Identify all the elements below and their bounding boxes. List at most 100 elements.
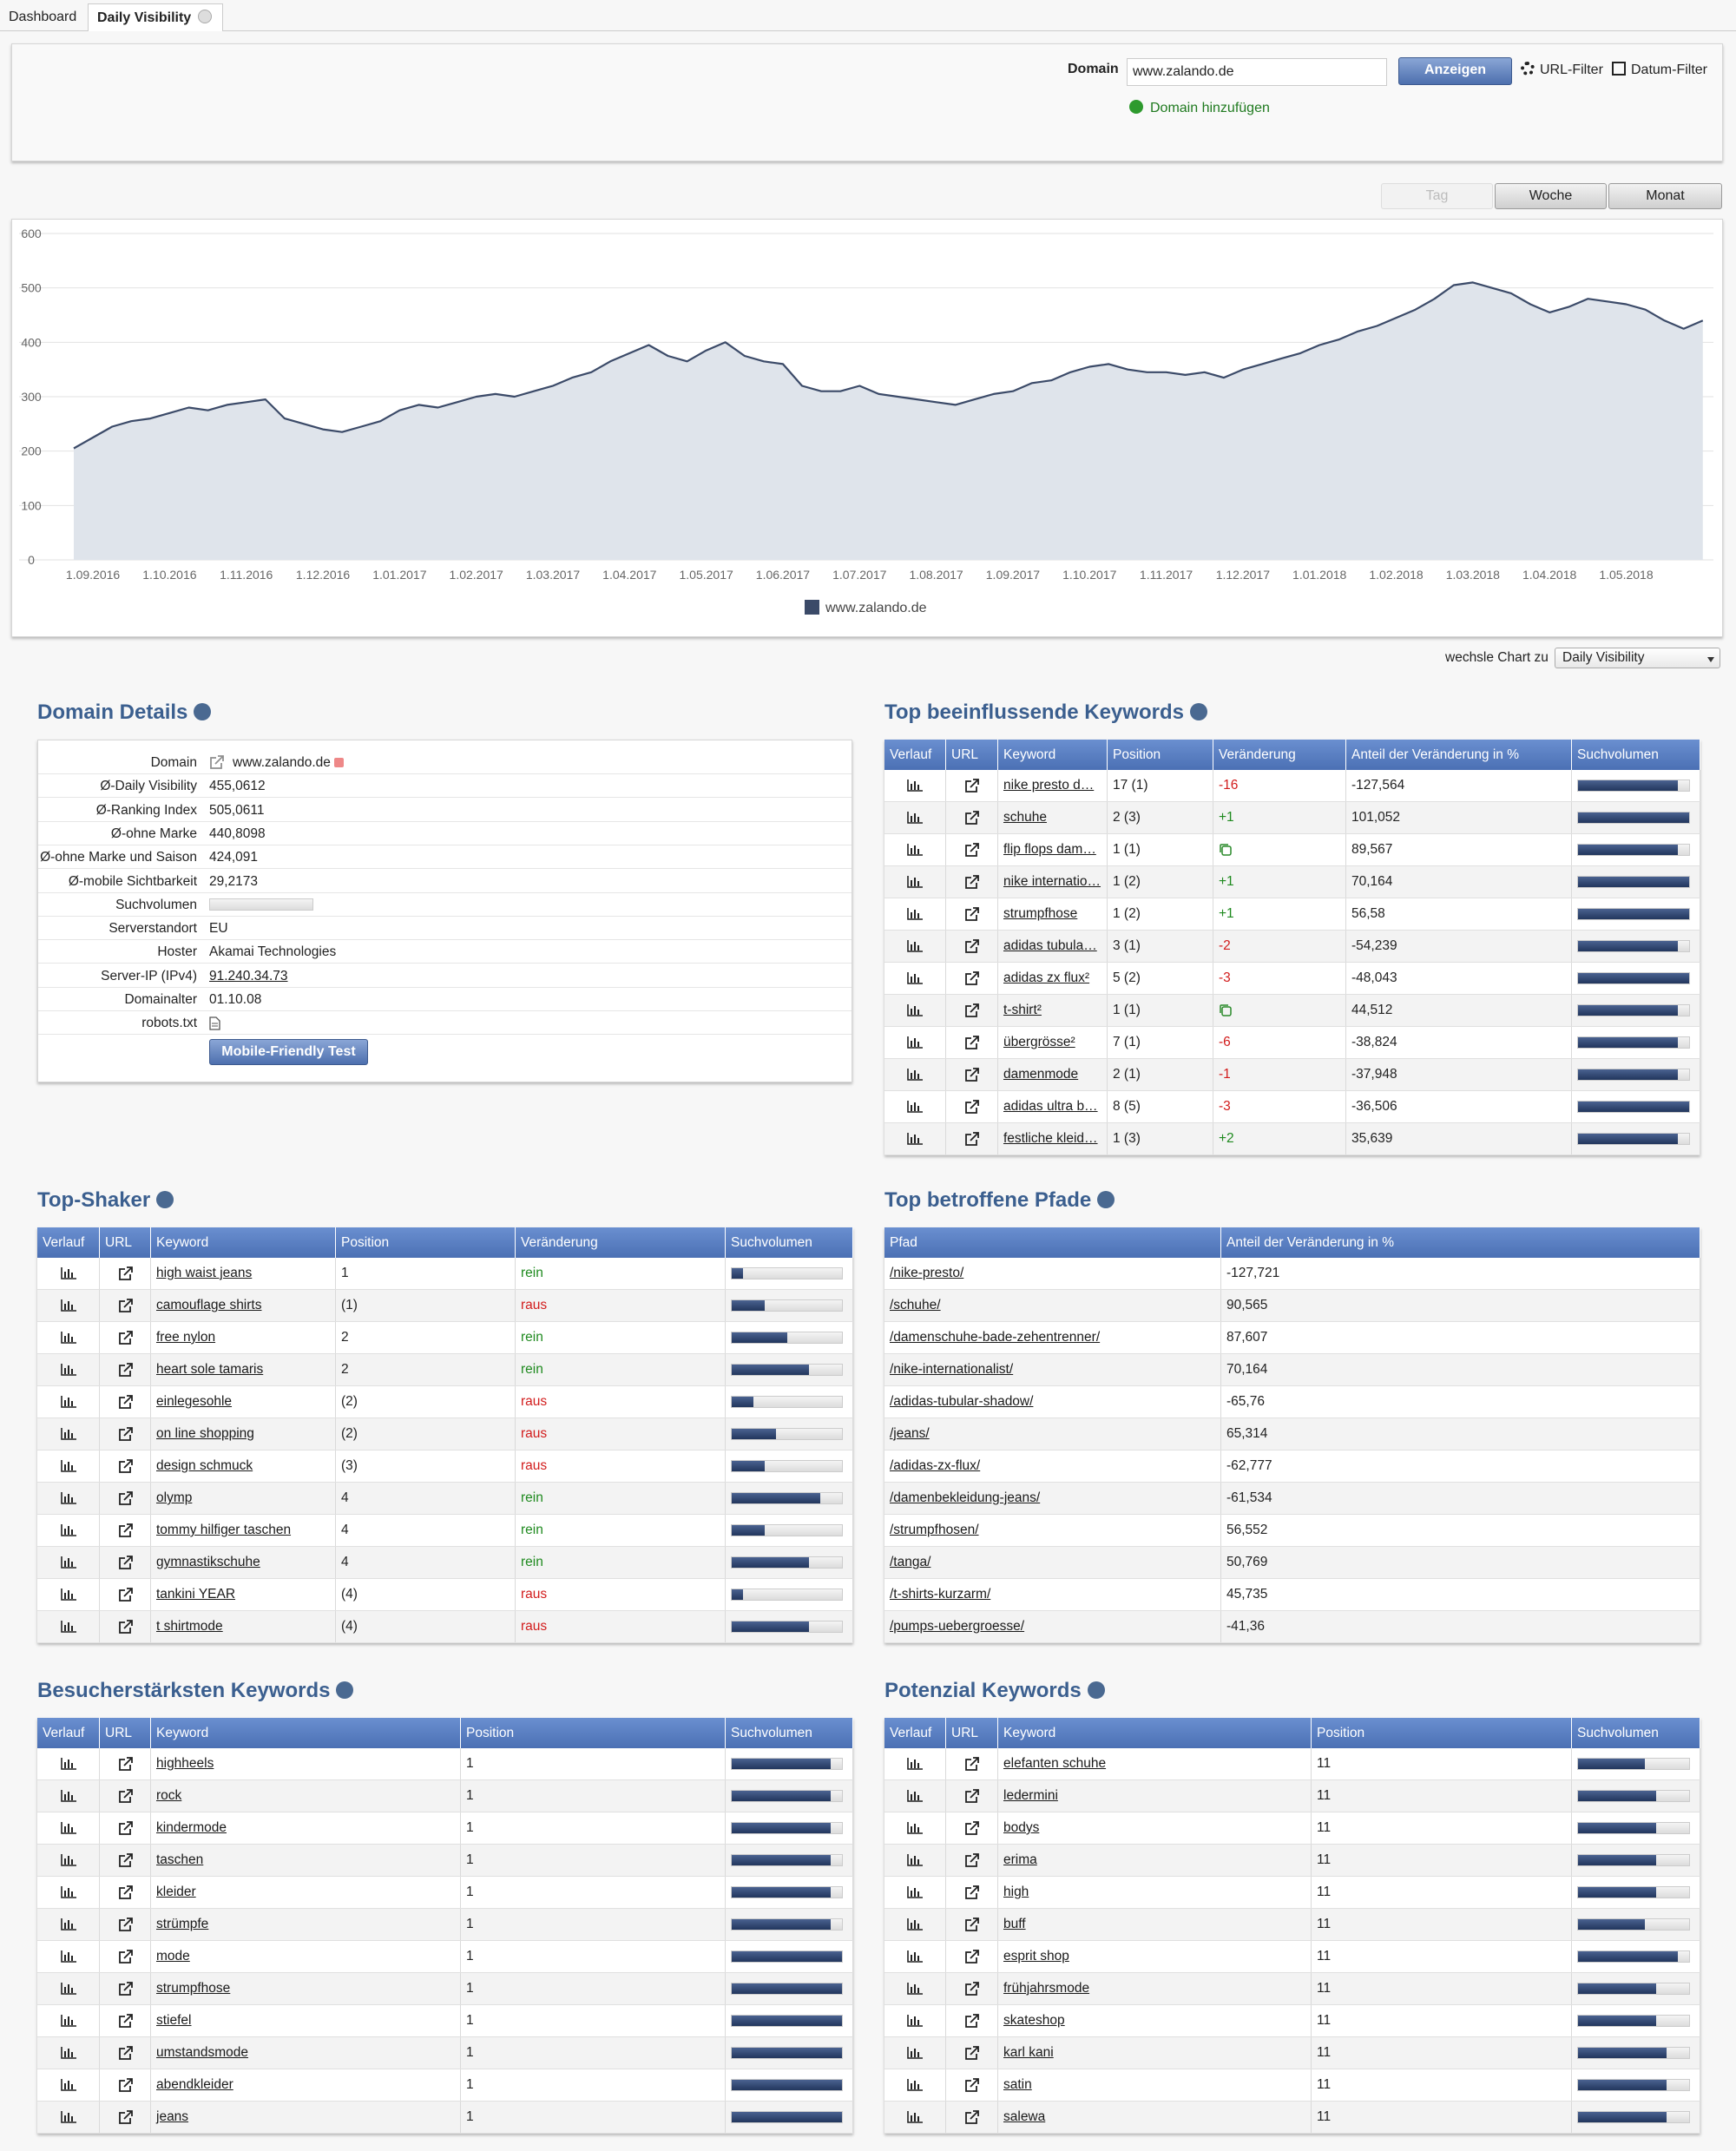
keyword-link[interactable]: rock: [156, 1788, 182, 1803]
keyword-link[interactable]: festliche kleid…: [1003, 1131, 1098, 1146]
period-button[interactable]: Woche: [1495, 183, 1607, 209]
external-link-icon[interactable]: [964, 1131, 979, 1147]
history-icon[interactable]: [60, 1758, 76, 1770]
external-link-icon[interactable]: [964, 906, 979, 922]
info-icon[interactable]: [1189, 703, 1207, 720]
external-link-icon[interactable]: [118, 1852, 133, 1868]
external-link-icon[interactable]: [118, 1619, 133, 1635]
external-link-icon[interactable]: [118, 1820, 133, 1836]
keyword-link[interactable]: /schuhe/: [890, 1298, 941, 1312]
keyword-link[interactable]: /strumpfhosen/: [890, 1523, 979, 1537]
history-icon[interactable]: [907, 779, 923, 792]
history-icon[interactable]: [60, 1589, 76, 1601]
history-icon[interactable]: [907, 1069, 923, 1081]
keyword-link[interactable]: flip flops dam…: [1003, 842, 1096, 857]
keyword-link[interactable]: heart sole tamaris: [156, 1362, 264, 1377]
history-icon[interactable]: [907, 1983, 923, 1995]
keyword-link[interactable]: highheels: [156, 1756, 214, 1771]
external-link-icon[interactable]: [964, 810, 979, 826]
keyword-link[interactable]: /damenbekleidung-jeans/: [890, 1490, 1041, 1505]
external-link-icon[interactable]: [118, 1490, 133, 1506]
external-link-icon[interactable]: [964, 1885, 979, 1900]
external-link-icon[interactable]: [964, 2109, 979, 2125]
keyword-link[interactable]: on line shopping: [156, 1426, 254, 1441]
keyword-link[interactable]: design schmuck: [156, 1458, 253, 1473]
history-icon[interactable]: [60, 1332, 76, 1344]
external-link-icon[interactable]: [118, 1523, 133, 1538]
keyword-link[interactable]: esprit shop: [1003, 1949, 1069, 1964]
keyword-link[interactable]: karl kani: [1003, 2045, 1054, 2060]
keyword-link[interactable]: salewa: [1003, 2109, 1046, 2124]
history-icon[interactable]: [907, 2015, 923, 2027]
external-link-icon[interactable]: [964, 778, 979, 793]
period-button[interactable]: Tag: [1381, 183, 1493, 209]
history-icon[interactable]: [60, 2079, 76, 2091]
external-link-icon[interactable]: [964, 1981, 979, 1996]
keyword-link[interactable]: umstandsmode: [156, 2045, 248, 2060]
info-icon[interactable]: [336, 1681, 354, 1699]
keyword-link[interactable]: /damenschuhe-bade-zehentrenner/: [890, 1330, 1101, 1345]
history-icon[interactable]: [907, 876, 923, 888]
history-icon[interactable]: [60, 1460, 76, 1472]
tab-active[interactable]: Daily Visibility: [88, 3, 223, 31]
keyword-link[interactable]: erima: [1003, 1852, 1037, 1867]
history-icon[interactable]: [907, 2111, 923, 2123]
keyword-link[interactable]: high: [1003, 1885, 1029, 1899]
tab[interactable]: Dashboard: [9, 10, 77, 24]
keyword-link[interactable]: adidas tubula…: [1003, 938, 1097, 953]
keyword-link[interactable]: bodys: [1003, 1820, 1040, 1835]
history-icon[interactable]: [60, 1492, 76, 1504]
keyword-link[interactable]: strumpfhose: [1003, 906, 1078, 921]
period-button[interactable]: Monat: [1608, 183, 1722, 209]
external-link-icon[interactable]: [964, 1788, 979, 1804]
external-link-icon[interactable]: [964, 842, 979, 858]
keyword-link[interactable]: /pumps-uebergroesse/: [890, 1619, 1025, 1634]
keyword-link[interactable]: damenmode: [1003, 1067, 1079, 1082]
detail-link[interactable]: 91.240.34.73: [209, 968, 288, 983]
history-icon[interactable]: [907, 1886, 923, 1898]
keyword-link[interactable]: strumpfhose: [156, 1981, 231, 1996]
keyword-link[interactable]: kleider: [156, 1885, 196, 1899]
keyword-link[interactable]: /tanga/: [890, 1555, 931, 1569]
history-icon[interactable]: [907, 1004, 923, 1016]
external-link-icon[interactable]: [118, 2045, 133, 2061]
keyword-link[interactable]: schuhe: [1003, 810, 1047, 825]
keyword-link[interactable]: kindermode: [156, 1820, 227, 1835]
keyword-link[interactable]: tommy hilfiger taschen: [156, 1523, 292, 1537]
keyword-link[interactable]: tankini YEAR: [156, 1587, 236, 1602]
keyword-link[interactable]: buff: [1003, 1917, 1026, 1931]
info-icon[interactable]: [1087, 1681, 1105, 1699]
keyword-link[interactable]: taschen: [156, 1852, 204, 1867]
history-icon[interactable]: [907, 2079, 923, 2091]
external-link-icon[interactable]: [964, 2077, 979, 2093]
add-domain[interactable]: Domain hinzufügen: [1129, 100, 1270, 116]
history-icon[interactable]: [60, 1267, 76, 1279]
external-link-icon[interactable]: [118, 1555, 133, 1570]
external-link-icon[interactable]: [118, 2077, 133, 2093]
external-link-icon[interactable]: [964, 1852, 979, 1868]
external-link-icon[interactable]: [118, 1298, 133, 1313]
external-link-icon[interactable]: [964, 1099, 979, 1115]
keyword-link[interactable]: gymnastikschuhe: [156, 1555, 260, 1569]
keyword-link[interactable]: nike internatio…: [1003, 874, 1101, 889]
external-link-icon[interactable]: [964, 970, 979, 986]
history-icon[interactable]: [907, 1101, 923, 1113]
history-icon[interactable]: [60, 1918, 76, 1931]
date-filter[interactable]: Datum-Filter: [1612, 62, 1707, 78]
external-link-icon[interactable]: [118, 1458, 133, 1474]
keyword-link[interactable]: camouflage shirts: [156, 1298, 262, 1312]
history-icon[interactable]: [907, 1950, 923, 1963]
history-icon[interactable]: [60, 2015, 76, 2027]
info-icon[interactable]: [1097, 1191, 1115, 1208]
external-link-icon[interactable]: [118, 1587, 133, 1602]
history-icon[interactable]: [907, 1854, 923, 1866]
external-link-icon[interactable]: [964, 1820, 979, 1836]
history-icon[interactable]: [60, 1621, 76, 1633]
keyword-link[interactable]: elefanten schuhe: [1003, 1756, 1107, 1771]
history-icon[interactable]: [60, 1822, 76, 1834]
external-link-icon[interactable]: [118, 1330, 133, 1345]
external-link-icon[interactable]: [964, 1067, 979, 1082]
history-icon[interactable]: [907, 1036, 923, 1049]
history-icon[interactable]: [907, 972, 923, 984]
external-link-icon[interactable]: [964, 874, 979, 890]
